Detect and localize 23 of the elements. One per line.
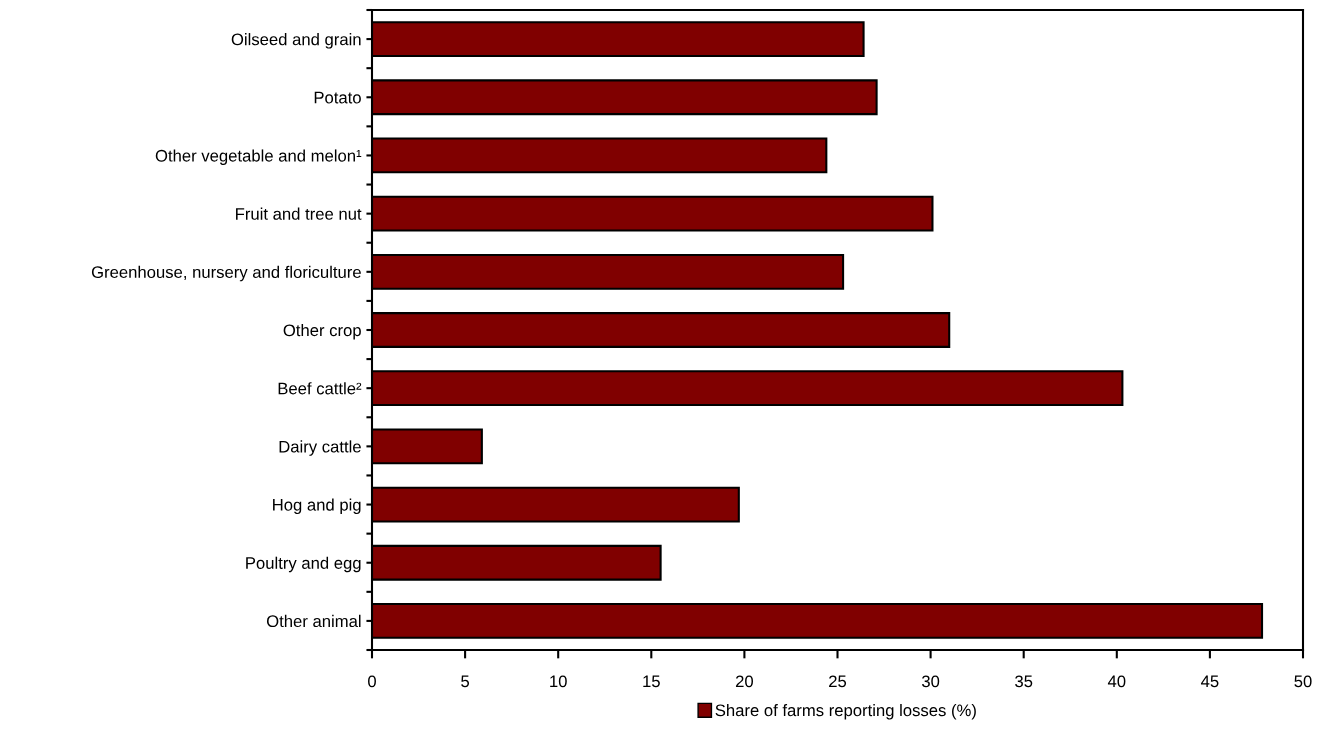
y-tick-label: Poultry and egg [246, 556, 361, 573]
x-tick-label: 50 [1294, 675, 1312, 688]
x-tick-label: 40 [1107, 675, 1126, 688]
x-tick-label: 10 [550, 675, 567, 688]
x-tick-label: 30 [921, 675, 940, 688]
x-tick-label: 5 [461, 675, 470, 688]
y-tick-label: Other vegetable and melon¹ [155, 149, 362, 165]
y-tick-label: Greenhouse, nursery and floriculture [91, 265, 361, 282]
x-tick-label: 15 [643, 675, 660, 688]
y-tick-label: Dairy cattle [279, 440, 361, 456]
y-tick-label: Other crop [283, 323, 361, 340]
y-tick-label: Other animal [266, 614, 361, 628]
y-tick-label: Oilseed and grain [231, 33, 361, 49]
x-tick-label: 25 [829, 675, 847, 688]
y-tick-label: Beef cattle² [278, 382, 362, 395]
y-tick-label: Hog and pig [273, 498, 361, 515]
x-tick-label: 20 [735, 675, 754, 688]
x-tick-label: 35 [1015, 675, 1033, 688]
x-tick-label: 0 [368, 675, 376, 688]
y-tick-label: Potato [314, 91, 361, 104]
x-tick-label: 45 [1201, 675, 1219, 688]
legend-label: Share of farms reporting losses (%) [715, 703, 976, 720]
y-tick-label: Fruit and tree nut [236, 207, 362, 220]
